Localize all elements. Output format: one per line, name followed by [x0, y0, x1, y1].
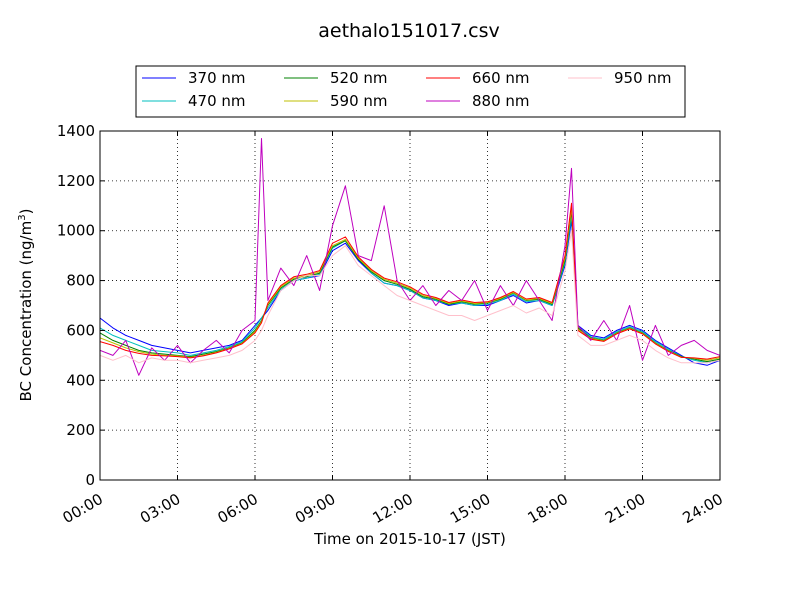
plot-area: [100, 131, 720, 480]
legend-label: 880 nm: [472, 92, 530, 110]
y-tick-label: 600: [66, 321, 95, 339]
legend-label: 470 nm: [188, 92, 246, 110]
y-axis-label-superscript: 3: [17, 214, 28, 220]
legend-label: 660 nm: [472, 69, 530, 87]
y-tick-label: 800: [66, 272, 95, 290]
x-tick-label: 15:00: [447, 490, 493, 527]
legend-items: 370 nm 470 nm 520 nm 590 nm 660 nm 880 nm 950 …: [142, 69, 672, 110]
legend-label: 370 nm: [188, 69, 246, 87]
chart-title: aethalo151017.csv: [318, 20, 500, 42]
y-axis-label-close: ): [17, 209, 35, 215]
series-line-950-nm: [100, 230, 720, 364]
y-tick-label: 1000: [57, 222, 95, 240]
legend-label: 520 nm: [330, 69, 388, 87]
y-axis-label: BC Concentration (ng/m3): [17, 209, 35, 402]
x-tick-label: 00:00: [60, 490, 106, 527]
x-tick-label: 18:00: [525, 490, 571, 527]
y-tick-label: 400: [66, 371, 95, 389]
y-axis-label-main: BC Concentration (ng/m: [17, 221, 35, 402]
y-tick-label: 1200: [57, 172, 95, 190]
x-axis-label: Time on 2015-10-17 (JST): [313, 530, 506, 548]
legend-frame: [135, 65, 686, 118]
y-tick-label: 1400: [57, 122, 95, 140]
series-line-660-nm: [100, 202, 720, 360]
legend-label: 950 nm: [614, 69, 672, 87]
x-tick-label: 09:00: [292, 490, 338, 527]
x-tick-label: 24:00: [680, 490, 726, 527]
x-tick-label: 06:00: [215, 490, 261, 527]
y-tick-label: 0: [85, 471, 95, 489]
x-tick-label: 12:00: [370, 490, 416, 527]
series-layer: [100, 138, 720, 376]
legend: 370 nm 470 nm 520 nm 590 nm 660 nm 880 nm 950 …: [135, 65, 686, 118]
legend-label: 590 nm: [330, 92, 388, 110]
x-tick-label: 03:00: [137, 490, 183, 527]
x-tick-label: 21:00: [602, 490, 648, 527]
y-tick-label: 200: [66, 421, 95, 439]
